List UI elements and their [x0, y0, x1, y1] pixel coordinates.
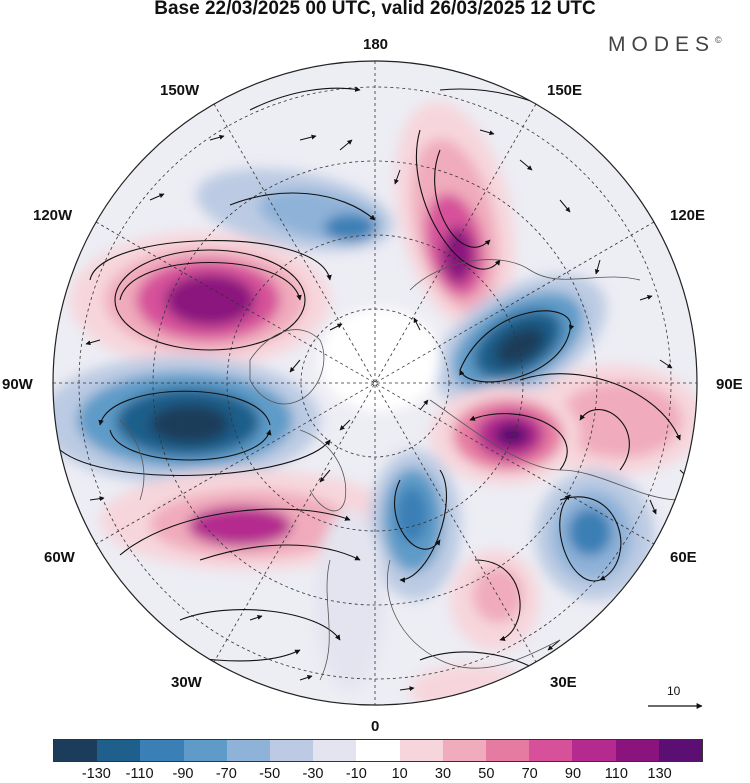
colorbar-swatch [442, 740, 487, 761]
lon-label-60w: 60W [44, 549, 75, 566]
anomaly-canada-negative [53, 356, 320, 484]
colorbar-swatch [97, 740, 141, 761]
lon-label-90w: 90W [2, 376, 33, 393]
coastlines [119, 259, 681, 681]
lon-label-60e: 60E [670, 549, 697, 566]
wind-vectors [85, 129, 691, 692]
colorbar-swatch [313, 740, 357, 761]
lon-label-150w: 150W [160, 82, 200, 99]
colorbar-tick-label: 30 [434, 766, 452, 782]
colorbar-tick-label: 10 [391, 766, 408, 782]
brand-logo: MODES© [608, 33, 722, 57]
colorbar-swatch [183, 740, 227, 761]
graticule [53, 61, 697, 705]
colorbar-swatch [529, 740, 573, 761]
colorbar-tick-label: 110 [604, 766, 628, 782]
colorbar [53, 739, 703, 762]
anomaly-north-pacific-positive [70, 232, 330, 368]
colorbar-swatch [572, 740, 616, 761]
colorbar-tick-label: -130 [81, 766, 111, 782]
lon-label-120e: 120E [670, 207, 706, 224]
colorbar-swatch [658, 740, 703, 761]
lon-label-30e: 30E [550, 674, 577, 691]
lon-label-120w: 120W [33, 207, 73, 224]
colorbar-swatch [356, 740, 400, 761]
colorbar-swatch [54, 740, 98, 761]
colorbar-swatch [226, 740, 271, 761]
colorbar-tick-label: -110 [125, 766, 154, 782]
colorbar-tick-label: -70 [215, 766, 237, 782]
lon-label-90e: 90E [716, 376, 743, 393]
colorbar-swatch [399, 740, 443, 761]
colorbar-tick-label: -10 [345, 766, 367, 782]
lon-label-180: 180 [363, 36, 389, 53]
polar-neutral-zone [320, 308, 440, 412]
reference-vector-label: 10 [667, 684, 681, 698]
anomaly-central-asia-positive [430, 385, 580, 485]
colorbar-tick-label: 130 [647, 766, 672, 782]
anomaly-siberia-negative [433, 274, 607, 406]
map-title: Base 22/03/2025 00 UTC, valid 26/03/2025… [154, 0, 596, 19]
colorbar-swatch [486, 740, 530, 761]
anomaly-field [53, 101, 697, 705]
colorbar-tick-label: 50 [478, 766, 495, 782]
colorbar-swatch [615, 740, 659, 761]
anomaly-scandinavia-negative [369, 450, 461, 600]
map-boundary [52, 60, 698, 706]
brand-name: MODES [608, 33, 716, 56]
colorbar-tick-label: 90 [564, 766, 582, 782]
colorbar-swatch [140, 740, 184, 761]
anomaly-aleutian-negative [196, 168, 394, 252]
colorbar-tick-label: 70 [521, 766, 538, 782]
colorbar-swatch [270, 740, 314, 761]
lon-label-30w: 30W [171, 674, 202, 691]
colorbar-tick-label: -90 [172, 766, 194, 782]
copyright-mark: © [715, 35, 722, 45]
colorbar-tick-label: -30 [302, 766, 324, 782]
lon-label-150e: 150E [547, 82, 583, 99]
colorbar-tick-label: -50 [259, 766, 281, 782]
lon-label-0: 0 [371, 718, 380, 735]
